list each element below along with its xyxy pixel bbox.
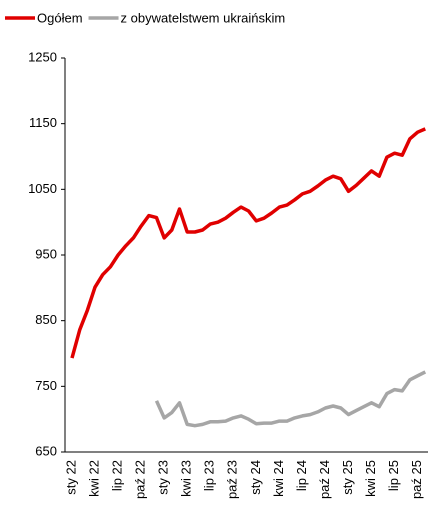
x-tick-label: paź 25 xyxy=(409,460,424,499)
y-tick-label: 1250 xyxy=(28,49,57,64)
y-tick-label: 950 xyxy=(35,246,57,261)
legend-label: Ogółem xyxy=(37,10,83,25)
x-tick-label: lip 24 xyxy=(294,460,309,491)
y-tick-label: 1050 xyxy=(28,181,57,196)
series-line xyxy=(154,370,427,428)
x-tick-label: sty 25 xyxy=(340,460,355,495)
y-tick-label: 650 xyxy=(35,443,57,458)
x-tick-label: paź 24 xyxy=(317,460,332,499)
x-tick-label: lip 22 xyxy=(110,460,125,491)
x-tick-label: kwi 25 xyxy=(363,460,378,497)
legend-label: z obywatelstwem ukraińskim xyxy=(121,10,286,25)
x-tick-label: sty 22 xyxy=(63,460,78,495)
x-tick-label: paź 23 xyxy=(225,460,240,499)
x-tick-label: kwi 23 xyxy=(179,460,194,497)
series-line xyxy=(70,127,426,359)
x-tick-label: sty 23 xyxy=(156,460,171,495)
x-tick-label: kwi 22 xyxy=(86,460,101,497)
x-tick-label: paź 22 xyxy=(133,460,148,499)
x-tick-label: kwi 24 xyxy=(271,460,286,497)
x-tick-label: lip 25 xyxy=(386,460,401,491)
x-tick-label: sty 24 xyxy=(248,460,263,495)
y-tick-label: 750 xyxy=(35,378,57,393)
y-tick-label: 1150 xyxy=(29,115,57,130)
y-tick-label: 850 xyxy=(35,312,57,327)
x-tick-label: lip 23 xyxy=(202,460,217,491)
